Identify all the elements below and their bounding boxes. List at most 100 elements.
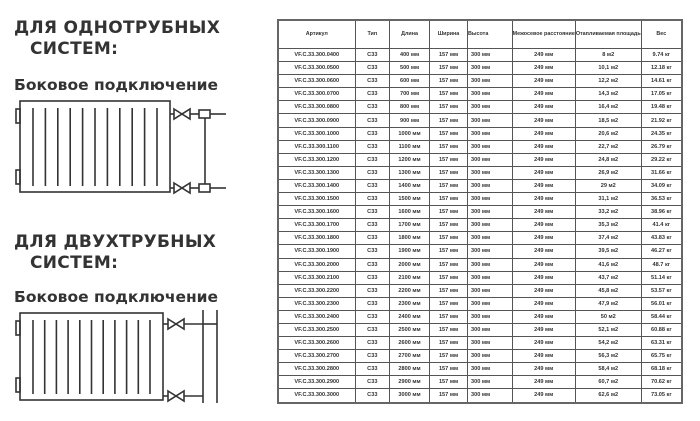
table-row: VF.C.33.300.1700 C33 1700 мм 157 мм 300 мм 24… [277, 218, 683, 233]
table-cell: 800 мм [389, 100, 431, 115]
table-cell: 249 мм [511, 362, 576, 377]
table-cell: VF.C.33.300.2700 [277, 349, 356, 364]
table-cell: 157 мм [429, 362, 469, 377]
single-pipe-radiator-diagram [15, 100, 226, 195]
radiator-bracket [15, 108, 21, 124]
title-line: СИСТЕМ: [30, 39, 119, 59]
table-cell: 300 мм [467, 283, 513, 298]
table-cell: 62,6 м2 [574, 388, 642, 404]
table-cell: VF.C.33.300.2400 [277, 309, 356, 324]
table-cell: 46.27 кг [640, 244, 683, 259]
table-cell: 1000 мм [389, 126, 431, 141]
table-row: VF.C.33.300.1600 C33 1600 мм 157 мм 300 мм 24… [277, 205, 683, 220]
table-cell: 63.31 кг [640, 336, 683, 351]
table-cell: 157 мм [429, 74, 469, 89]
table-cell: C33 [354, 205, 391, 220]
table-cell: 35,3 м2 [574, 218, 642, 233]
table-cell: C33 [354, 47, 391, 63]
table-cell: C33 [354, 87, 391, 102]
valve-icon [167, 389, 185, 403]
table-cell: C33 [354, 113, 391, 128]
table-cell: 900 мм [389, 113, 431, 128]
table-cell: 1700 мм [389, 218, 431, 233]
table-cell: 157 мм [429, 165, 469, 180]
table-cell: 249 мм [511, 375, 576, 390]
table-cell: 14.61 кг [640, 74, 683, 89]
table-cell: 249 мм [511, 192, 576, 207]
table-row: VF.C.33.300.1800 C33 1800 мм 157 мм 300 мм 24… [277, 231, 683, 246]
table-cell: 24,8 м2 [574, 152, 642, 167]
table-cell: VF.C.33.300.0900 [277, 113, 356, 128]
table-cell: 400 мм [389, 47, 431, 63]
table-cell: 249 мм [511, 336, 576, 351]
table-cell: 43.83 кг [640, 231, 683, 246]
table-cell: 1100 мм [389, 139, 431, 154]
table-cell: C33 [354, 152, 391, 167]
table-cell: C33 [354, 283, 391, 298]
table-cell: C33 [354, 388, 391, 404]
table-cell: 157 мм [429, 126, 469, 141]
table-cell: 3000 мм [389, 388, 431, 404]
valve-icon [173, 181, 191, 195]
table-cell: C33 [354, 309, 391, 324]
table-cell: 300 мм [467, 218, 513, 233]
table-cell: 2300 мм [389, 296, 431, 311]
two-pipe-radiator-diagram [15, 310, 218, 403]
table-cell: 600 мм [389, 74, 431, 89]
table-cell: 14,3 м2 [574, 87, 642, 102]
table-cell: 300 мм [467, 322, 513, 338]
table-cell: 300 мм [467, 126, 513, 141]
table-cell: 24.35 кг [640, 126, 683, 141]
table-cell: 70.62 кг [640, 375, 683, 390]
table-cell: 300 мм [467, 113, 513, 128]
table-cell: 249 мм [511, 322, 576, 338]
table-cell: 157 мм [429, 309, 469, 324]
table-cell: VF.C.33.300.1000 [277, 126, 356, 141]
valve-icon [167, 317, 185, 331]
table-cell: C33 [354, 61, 391, 76]
column-header: Вес [640, 19, 683, 49]
table-cell: 16,4 м2 [574, 100, 642, 115]
table-cell: VF.C.33.300.1800 [277, 231, 356, 246]
single-pipe-connection-label: Боковое подключение [14, 76, 219, 94]
table-cell: 19.48 кг [640, 100, 683, 115]
table-cell: C33 [354, 375, 391, 390]
table-cell: 249 мм [511, 139, 576, 154]
table-cell: 1800 мм [389, 231, 431, 246]
radiator-body [19, 312, 164, 401]
table-cell: 300 мм [467, 87, 513, 102]
table-cell: 31,1 м2 [574, 192, 642, 207]
table-cell: 2200 мм [389, 283, 431, 298]
table-cell: 300 мм [467, 257, 513, 272]
table-cell: 1900 мм [389, 244, 431, 259]
table-cell: 9.74 кг [640, 47, 683, 63]
table-row: VF.C.33.300.2900 C33 2900 мм 157 мм 300 мм 24… [277, 375, 683, 390]
table-cell: VF.C.33.300.0600 [277, 74, 356, 89]
table-cell: VF.C.33.300.0500 [277, 61, 356, 76]
table-cell: 300 мм [467, 192, 513, 207]
table-cell: 300 мм [467, 336, 513, 351]
table-cell: C33 [354, 192, 391, 207]
table-cell: C33 [354, 218, 391, 233]
table-cell: 249 мм [511, 87, 576, 102]
table-cell: 249 мм [511, 113, 576, 128]
table-cell: VF.C.33.300.1900 [277, 244, 356, 259]
table-cell: VF.C.33.300.1300 [277, 165, 356, 180]
table-cell: 157 мм [429, 192, 469, 207]
table-row: VF.C.33.300.1200 C33 1200 мм 157 мм 300 мм 24… [277, 152, 683, 167]
table-cell: 41.4 кг [640, 218, 683, 233]
table-row: VF.C.33.300.3000 C33 3000 мм 157 мм 300 мм 24… [277, 388, 683, 404]
table-cell: 50 м2 [574, 309, 642, 324]
column-header: Артикул [277, 19, 356, 49]
table-cell: 157 мм [429, 218, 469, 233]
table-cell: 300 мм [467, 270, 513, 285]
table-row: VF.C.33.300.1100 C33 1100 мм 157 мм 300 мм 24… [277, 139, 683, 154]
table-cell: 12,2 м2 [574, 74, 642, 89]
table-row: VF.C.33.300.1900 C33 1900 мм 157 мм 300 мм 24… [277, 244, 683, 259]
radiator-bracket [15, 320, 21, 336]
table-cell: 1500 мм [389, 192, 431, 207]
table-cell: 56.01 кг [640, 296, 683, 311]
table-cell: 249 мм [511, 218, 576, 233]
table-cell: 157 мм [429, 283, 469, 298]
table-cell: 54,2 м2 [574, 336, 642, 351]
